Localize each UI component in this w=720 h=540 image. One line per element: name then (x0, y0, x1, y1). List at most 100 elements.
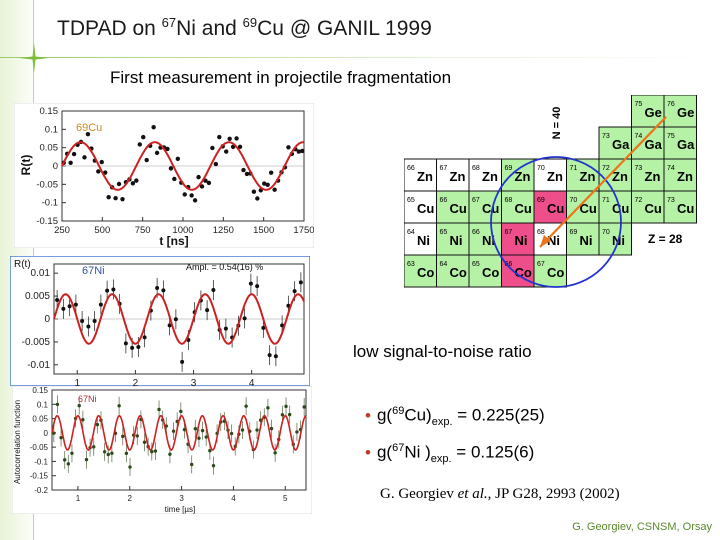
data-point (55, 402, 60, 407)
nuclide-element: Co (482, 265, 499, 280)
nuclide-mass: 68 (472, 165, 480, 172)
y-tick-label: 0.05 (40, 143, 59, 154)
data-point (82, 155, 87, 160)
data-point (80, 318, 85, 323)
nuclide-element: Cu (645, 201, 662, 216)
nuclide-mass: 65 (472, 261, 480, 268)
data-point (180, 359, 185, 364)
nuclide-element: Ni (417, 233, 430, 248)
ref-rest: , JP G28, 2993 (2002) (487, 486, 620, 502)
nuclide-mass: 66 (440, 197, 448, 204)
nuclide-mass: 72 (635, 197, 643, 204)
data-point (211, 287, 216, 292)
nuclide-cell (533, 158, 567, 192)
nuclide-element: Ga (612, 137, 630, 152)
nuclide-element: Zn (645, 169, 661, 184)
nuclide-element: Ga (677, 137, 695, 152)
x-axis-label: t [ns] (159, 234, 188, 248)
z28-label: Z = 28 (648, 232, 683, 246)
g-factor-ni67: • g(67Ni )exp. = 0.125(6) (365, 435, 545, 472)
y-tick-label: 0.1 (37, 400, 49, 409)
isotope-label: 67Ni (82, 265, 105, 277)
x-tick-label: 1250 (213, 225, 234, 236)
data-point (206, 180, 212, 186)
data-point (197, 436, 201, 440)
data-point (265, 182, 270, 187)
data-point (110, 451, 114, 455)
data-point (106, 452, 110, 457)
data-point (141, 134, 146, 140)
nuclide-cell (404, 254, 437, 288)
y-tick-label: 0.05 (32, 415, 48, 424)
b1-val: = 0.225(25) (452, 405, 545, 425)
chart-autocorr-frame (12, 386, 312, 514)
data-point (151, 125, 156, 130)
x-tick-label: 2 (128, 494, 133, 503)
y-tick-label: 0.01 (31, 268, 51, 279)
data-point (130, 181, 136, 186)
data-point (121, 434, 125, 439)
data-point (210, 145, 215, 151)
data-point (59, 435, 63, 440)
b1-pre: g( (376, 405, 393, 425)
x-tick-label: 1 (76, 494, 81, 503)
data-point (175, 156, 181, 162)
nuclide-mass: 70 (570, 197, 578, 204)
data-point (272, 187, 277, 192)
nuclide-mass: 67 (505, 229, 513, 236)
data-point (85, 131, 91, 137)
slide-title: TDPAD on 67Ni and 69Cu @ GANIL 1999 (57, 15, 432, 41)
data-point (296, 149, 302, 154)
data-point (224, 149, 229, 154)
nuclide-cell (631, 190, 665, 224)
noise-note: low signal-to-noise ratio (353, 342, 532, 361)
data-point (66, 462, 71, 466)
data-point (242, 316, 247, 321)
nuclide-element: Cu (547, 201, 564, 216)
nuclide-mass: 69 (505, 165, 513, 172)
data-point (103, 170, 108, 175)
data-point (171, 429, 176, 433)
data-point (92, 445, 96, 449)
y-tick-label: -0.15 (36, 216, 58, 227)
nuclide-cell (436, 254, 470, 288)
nuclide-element: Ni (580, 233, 593, 248)
data-point (196, 174, 201, 180)
data-point (173, 317, 178, 322)
data-point (116, 181, 122, 187)
x-tick-label: 1500 (253, 225, 274, 236)
chart-cu69-frame (14, 103, 314, 248)
data-point (113, 196, 118, 201)
data-point (84, 457, 89, 462)
nuclide-element: Ge (645, 105, 662, 120)
nuclide-mass: 65 (440, 229, 448, 236)
data-point (154, 150, 160, 156)
data-point (255, 284, 260, 289)
data-point (248, 281, 253, 286)
data-point (244, 404, 248, 408)
nuclide-mass: 73 (635, 165, 643, 172)
x-tick-label: 4 (249, 378, 255, 386)
nuclide-mass: 74 (635, 133, 643, 140)
data-point (73, 302, 78, 307)
data-point (77, 403, 81, 408)
plot-area (51, 389, 307, 491)
nuclide-element: Co (450, 265, 467, 280)
nuclide-cell (436, 158, 470, 192)
x-tick-label: 4 (231, 494, 236, 503)
slide-subtitle: First measurement in projectile fragment… (110, 68, 452, 87)
data-point (255, 428, 259, 432)
footer-credit: G. Georgiev, CSNSM, Orsay (572, 521, 712, 533)
nuclide-mass: 63 (407, 261, 415, 268)
title-iso1-mass: 67 (161, 15, 177, 30)
nuclide-mass: 72 (602, 165, 610, 172)
data-point (111, 287, 116, 292)
x-axis-label: time [µs] (165, 505, 195, 514)
y-tick-label: -0.05 (30, 443, 49, 452)
data-point (172, 176, 177, 182)
nuclide-element: Zn (482, 169, 498, 184)
bullet-icon: • (365, 442, 371, 462)
nuclide-mass: 76 (667, 101, 675, 108)
data-point (81, 418, 85, 422)
data-point (255, 196, 260, 201)
